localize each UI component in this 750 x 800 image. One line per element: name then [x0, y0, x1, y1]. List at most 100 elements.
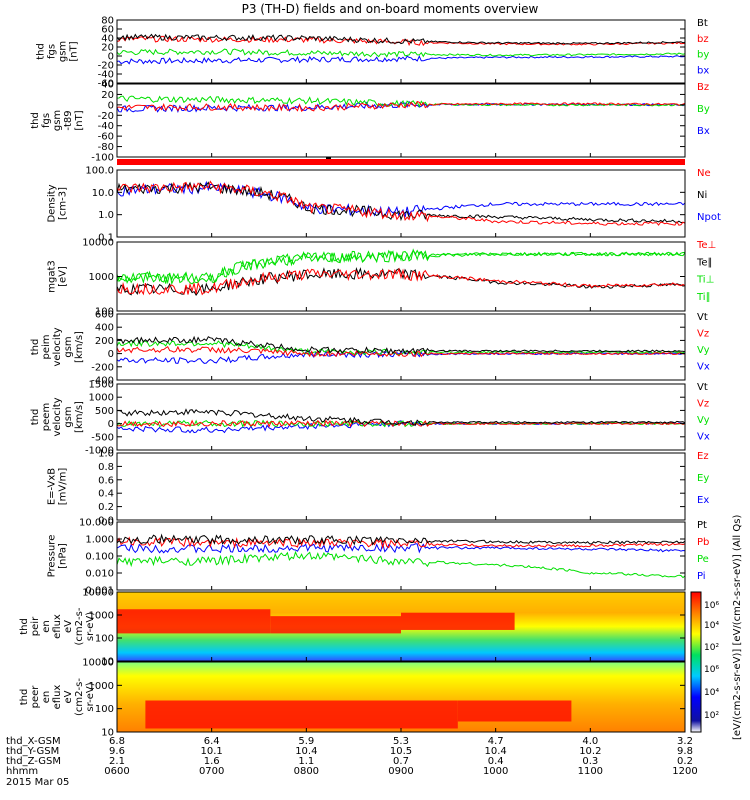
- fgs-gsm-t89-ylabel-1: fgs: [41, 113, 52, 128]
- temperature-legend-1: Te∥: [696, 257, 713, 268]
- density-legend-1: Ni: [697, 190, 707, 201]
- fgs-gsm-ytick-label-7: -60: [98, 79, 114, 90]
- colorbar-label: [eV/(cm2-s-sr-eV)] [eV/(cm2-s-sr-eV)] (A…: [732, 515, 743, 740]
- xaxis-value-3-1: 0700: [199, 766, 224, 777]
- e-field-legend-2: Ex: [697, 495, 709, 506]
- electron-velocity-ytick-label-1: 1000: [89, 393, 114, 404]
- temperature-series-1: [116, 248, 685, 285]
- density-series-0: [116, 180, 686, 218]
- electron-velocity-ytick-label-4: -500: [91, 432, 114, 443]
- density-ytick-label-2: 1.0: [98, 210, 114, 221]
- xaxis-value-3-2: 0800: [294, 766, 319, 777]
- temperature-legend-3: Ti∥: [696, 292, 711, 303]
- ion-velocity-ylabel-4: [km/s]: [74, 331, 85, 363]
- xaxis-value-0-2: 5.9: [298, 736, 314, 747]
- fgs-gsm-t89-ylabel-0: thd: [30, 112, 41, 129]
- pressure-series-1: [116, 550, 686, 579]
- e-field-ytick-label-1: 0.8: [98, 462, 114, 473]
- electron-velocity-ytick-label-3: 0: [108, 419, 114, 430]
- fgs-gsm-t89-series-1: [116, 95, 686, 109]
- panel-electron-velocity: 1500 1000 500 0 -500 -1000 thd peem velocity gsm[…: [30, 380, 710, 457]
- fgs-gsm-t89-ytick-label-6: -80: [98, 142, 114, 153]
- fgs-gsm-ytick-label-6: -40: [98, 70, 114, 81]
- fgs-gsm-legend-1: bz: [697, 34, 709, 45]
- colorbar-tick-4: 10⁴: [704, 688, 719, 698]
- fgs-gsm-t89-ylabel-3: -t89: [63, 110, 74, 130]
- xaxis-value-1-1: 10.1: [201, 746, 223, 757]
- density-ytick-label-3: 0.1: [98, 233, 114, 244]
- colorbar-tick-5: 10²: [704, 711, 719, 721]
- xaxis-value-0-5: 4.0: [582, 736, 598, 747]
- xaxis-row-label-3: hhmm: [6, 766, 38, 777]
- ion-spectrogram-ylabel-4: eV: [63, 620, 74, 633]
- xaxis-value-0-3: 5.3: [393, 736, 409, 747]
- electron-spectrogram-ylabel-0: thd: [19, 689, 30, 706]
- xaxis-value-0-4: 4.7: [488, 736, 504, 747]
- ion-spectrogram-high-flux-0: [117, 609, 271, 634]
- density-legend-2: Npot: [697, 212, 721, 223]
- fgs-gsm-t89-ytick-label-7: -100: [91, 153, 114, 164]
- fgs-gsm-series-3: [116, 33, 686, 45]
- fgs-gsm-legend-3: bx: [697, 65, 709, 76]
- ion-velocity-ytick-label-2: 200: [95, 336, 114, 347]
- fgs-gsm-t89-ytick-label-2: 0: [108, 100, 114, 111]
- quality-strip-mark: [326, 157, 331, 159]
- pressure-ytick-label-1: 1.000: [85, 535, 114, 546]
- temperature-legend-0: Te⊥: [696, 240, 716, 251]
- ion-spectrogram-high-flux-2: [401, 612, 515, 630]
- pressure-legend-1: Pb: [697, 537, 709, 548]
- xaxis-value-3-3: 0900: [388, 766, 413, 777]
- electron-spectrogram-ylabel-2: en: [41, 691, 52, 704]
- fgs-gsm-t89-ylabel-4: [nT]: [74, 110, 85, 130]
- ion-velocity-ylabel-0: thd: [30, 339, 41, 356]
- electron-spectrogram-high-flux-1: [457, 700, 572, 722]
- ion-velocity-legend-1: Vz: [697, 329, 709, 340]
- temperature-ylabel-1: [eV]: [58, 266, 69, 287]
- fgs-gsm-t89-ylabel-2: gsm: [52, 110, 63, 131]
- ion-velocity-legend-3: Vx: [697, 362, 710, 373]
- density-ylabel-0: Density: [47, 184, 58, 222]
- electron-spectrogram-ytick-label-2: 100: [95, 704, 114, 715]
- e-field-legend-1: Ey: [697, 473, 709, 484]
- pressure-ylabel-0: Pressure: [47, 535, 58, 578]
- colorbar-tick-0: 10⁶: [704, 601, 719, 611]
- temperature-ytick-label-1: 1000: [89, 272, 114, 283]
- pressure-series-3: [116, 533, 686, 546]
- ion-spectrogram-ylabel-0: thd: [19, 618, 30, 635]
- fgs-gsm-t89-ytick-label-0: 40: [101, 80, 114, 91]
- fgs-gsm-ytick-label-3: 20: [101, 43, 114, 54]
- electron-velocity-ytick-label-0: 1500: [89, 380, 114, 391]
- xaxis-value-1-6: 9.8: [677, 746, 693, 757]
- e-field-ytick-label-2: 0.6: [98, 475, 114, 486]
- electron-velocity-ytick-label-5: -1000: [85, 446, 114, 457]
- fgs-gsm-series-1: [116, 48, 686, 58]
- electron-velocity-legend-0: Vt: [697, 382, 708, 393]
- fgs-gsm-ylabel-3: [nT]: [69, 41, 80, 61]
- electron-velocity-ylabel-1: peem: [41, 403, 52, 431]
- ion-spectrogram-ytick-label-0: 10000: [82, 588, 114, 599]
- xaxis-value-0-6: 3.2: [677, 736, 693, 747]
- density-frame: [116, 169, 686, 238]
- figure-title: P3 (TH-D) fields and on-board moments ov…: [242, 2, 539, 16]
- xaxis-row-label-2: thd_Z-GSM: [6, 756, 61, 767]
- xaxis-row-label-1: thd_Y-GSM: [6, 746, 59, 757]
- xaxis-value-3-5: 1100: [578, 766, 603, 777]
- electron-velocity-series-3: [116, 408, 686, 426]
- ion-velocity-ylabel-1: peim: [41, 334, 52, 359]
- ion-velocity-legend-0: Vt: [697, 312, 708, 323]
- ion-velocity-ytick-label-5: -400: [91, 376, 114, 387]
- ion-velocity-ytick-label-1: 400: [95, 323, 114, 334]
- xaxis-value-2-5: 0.3: [582, 756, 598, 767]
- fgs-gsm-frame: [116, 19, 686, 84]
- fgs-gsm-t89-legend-0: Bz: [697, 82, 709, 93]
- electron-velocity-ylabel-2: velocity: [52, 397, 63, 436]
- pressure-legend-3: Pi: [697, 571, 706, 582]
- xaxis-value-1-2: 10.4: [295, 746, 317, 757]
- fgs-gsm-t89-ytick-label-3: -20: [98, 111, 114, 122]
- ion-velocity-ylabel-2: velocity: [52, 327, 63, 366]
- density-ytick-label-0: 100.0: [85, 166, 114, 177]
- panel-density: 100.0 10.0 1.0 0.1 Density [cm-3] Ne Ni Npot: [47, 166, 721, 244]
- ion-spectrogram-ylabel-2: en: [41, 620, 52, 633]
- ion-spectrogram-ytick-label-3: 10: [101, 657, 114, 668]
